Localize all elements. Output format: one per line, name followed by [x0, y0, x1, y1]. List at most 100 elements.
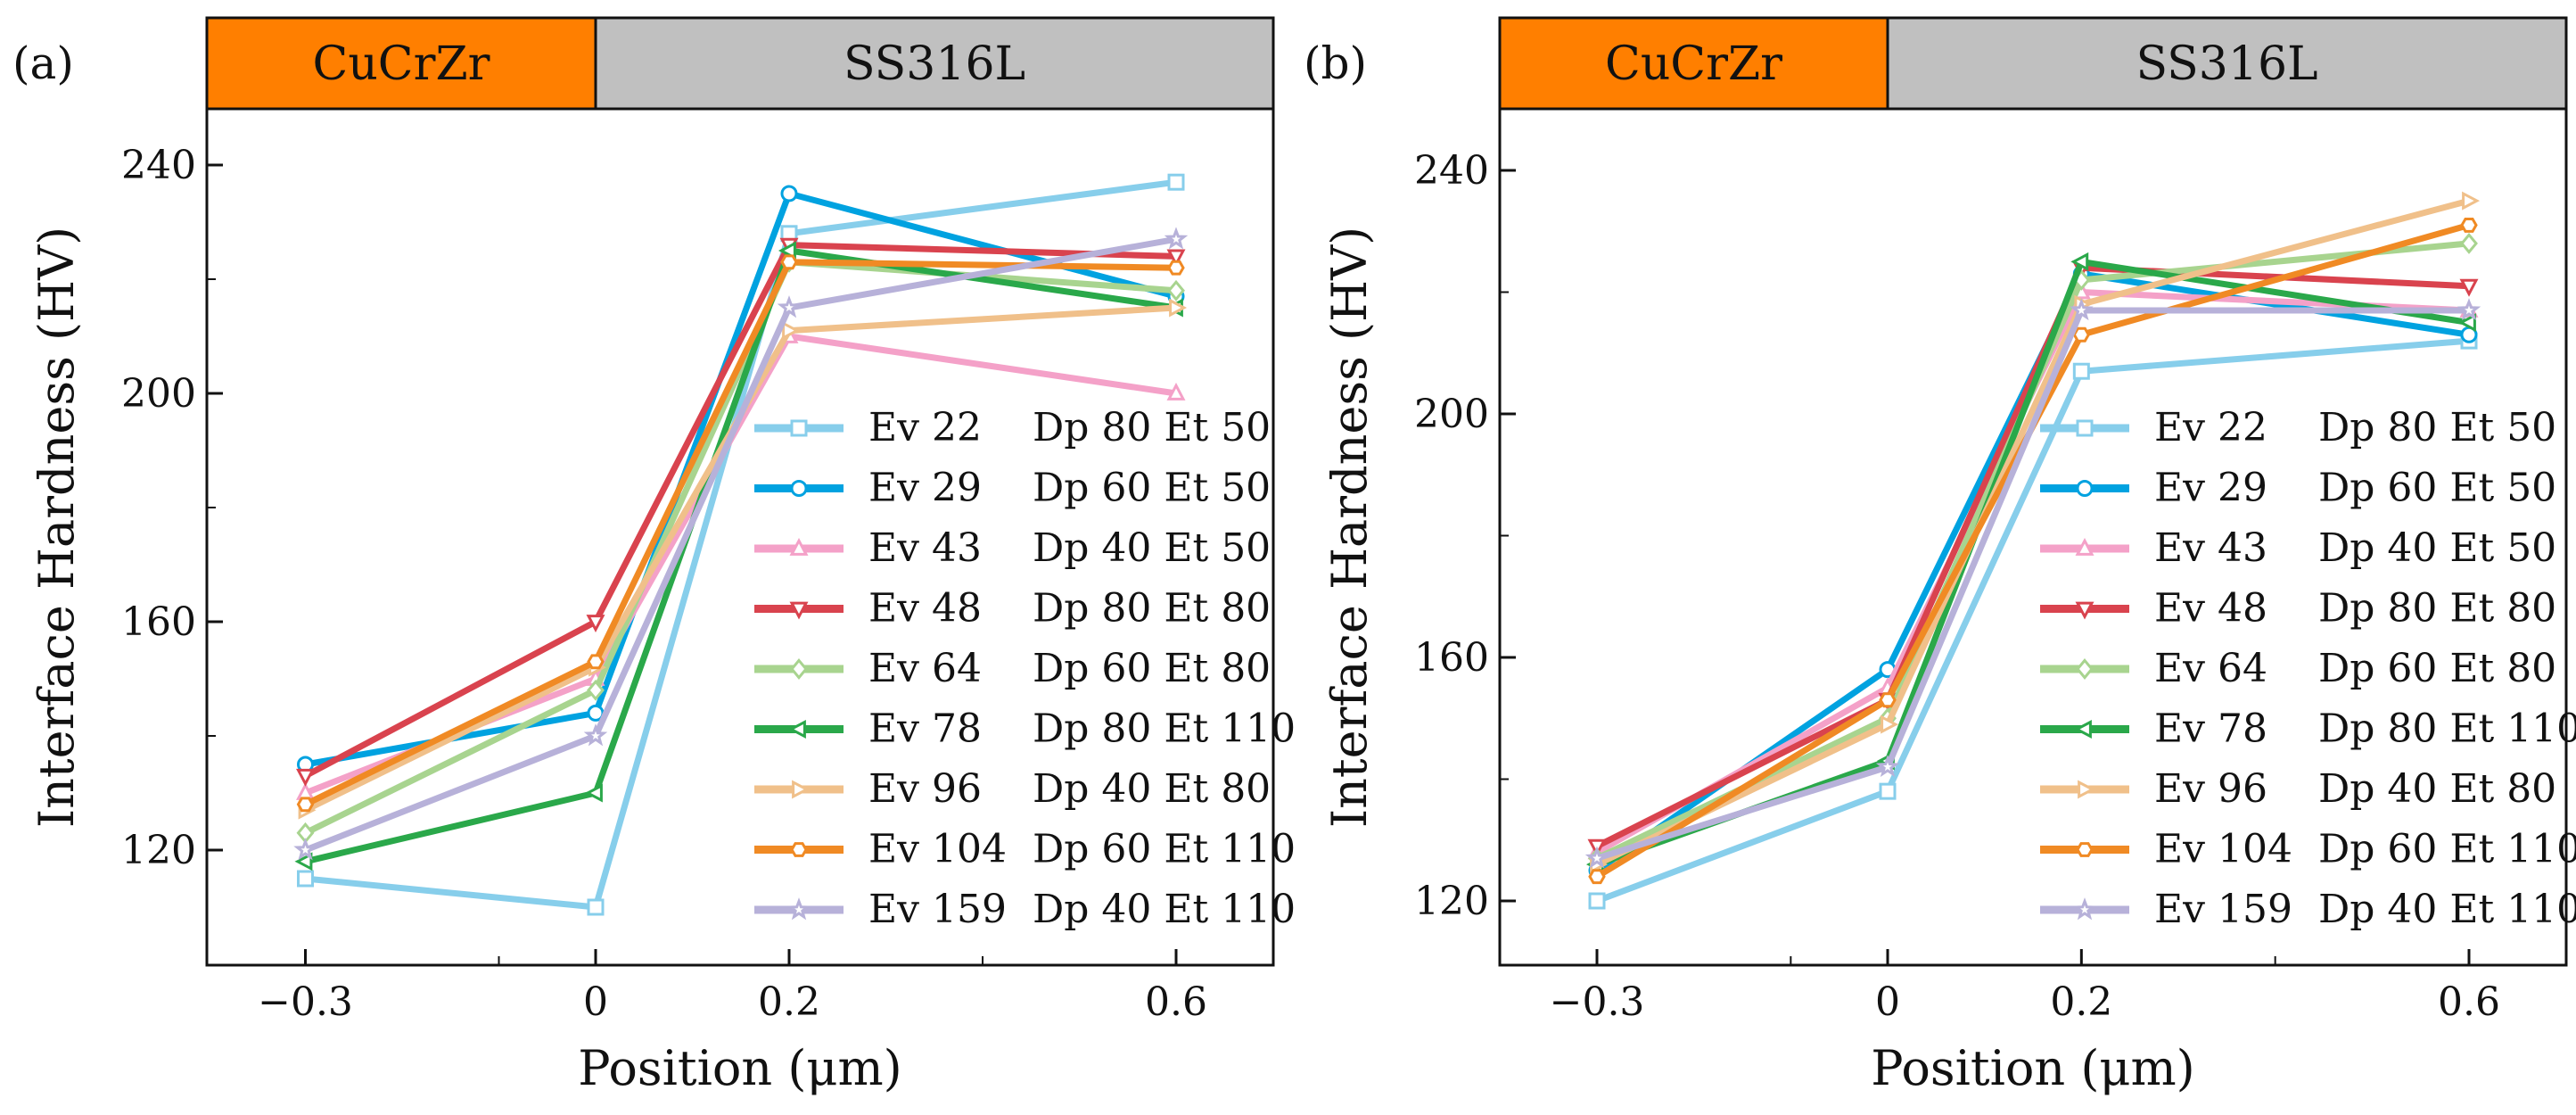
- data-point: [1875, 755, 1900, 778]
- data-point: [1584, 846, 1609, 869]
- legend-item: Ev 29 Dp 60 Et 50: [754, 466, 1271, 511]
- series-ev-159: [293, 227, 1189, 861]
- legend-marker: [2076, 842, 2094, 857]
- chart-panel-a: CuCrZr SS316L (a) 120 160 200 240 −0.3 0 0.2 0.6 Po…: [12, 16, 1296, 1096]
- legend-item: Ev 159 Dp 40 Et 110: [2040, 887, 2576, 932]
- x-tick-label: 0.2: [758, 979, 820, 1025]
- legend-item: Ev 78 Dp 80 Et 110: [2040, 706, 2576, 752]
- y-tick-label: 120: [121, 828, 196, 873]
- legend-marker: [786, 897, 811, 921]
- data-point: [2460, 218, 2478, 233]
- cucrzr-label: CuCrZr: [1605, 37, 1782, 91]
- data-point: [584, 783, 603, 803]
- x-tick-label: 0: [1875, 979, 1900, 1025]
- legend-marker: [792, 780, 811, 799]
- data-point: [780, 185, 798, 202]
- legend: Ev 22 Dp 80 Et 50 Ev 29 Dp 60 Et 50 Ev 43 Dp …: [754, 405, 1296, 932]
- y-tick-label: 200: [121, 371, 196, 417]
- legend-marker: [787, 720, 806, 739]
- legend-item: Ev 104 Dp 60 Et 110: [2040, 827, 2576, 872]
- x-axis-title: Position (μm): [578, 1040, 902, 1096]
- data-point: [780, 254, 798, 270]
- data-point: [1588, 869, 1606, 885]
- data-point: [294, 852, 313, 871]
- data-point: [2070, 298, 2094, 321]
- legend-marker: [2073, 720, 2092, 739]
- legend-series-params: Dp 80 Et 110: [2318, 706, 2576, 752]
- data-point: [2459, 278, 2479, 297]
- legend-series-params: Dp 80 Et 80: [1033, 586, 1271, 632]
- legend-item: Ev 22 Dp 80 Et 50: [2040, 405, 2556, 450]
- series-ev-104: [296, 254, 1185, 813]
- legend-series-name: Ev 48: [868, 586, 982, 632]
- data-point: [1164, 227, 1189, 250]
- x-tick-label: 0.6: [2438, 979, 2500, 1025]
- legend-item: Ev 78 Dp 80 Et 110: [754, 706, 1296, 752]
- series-line: [304, 235, 1177, 854]
- legend-marker: [2075, 601, 2095, 620]
- data-point: [296, 797, 315, 813]
- series-line: [303, 242, 1177, 779]
- data-point: [293, 838, 317, 861]
- legend-marker: [2078, 780, 2096, 799]
- x-tick-label: −0.3: [1550, 979, 1645, 1025]
- ss316l-band: [1888, 18, 2566, 109]
- plot-frame: [205, 16, 1275, 967]
- legend-marker: [790, 658, 808, 680]
- series-ev-159: [1584, 298, 2481, 869]
- data-point: [1167, 279, 1185, 301]
- legend-series-name: Ev 78: [868, 706, 982, 752]
- series-line: [1595, 307, 2469, 862]
- data-point: [777, 295, 802, 318]
- legend-series-params: Dp 60 Et 110: [1033, 827, 1296, 872]
- legend-series-params: Dp 40 Et 80: [1033, 766, 1271, 812]
- legend-series-name: Ev 48: [2154, 586, 2267, 632]
- legend-series-name: Ev 22: [2154, 405, 2267, 450]
- data-point: [2072, 326, 2091, 343]
- legend-series-name: Ev 64: [868, 646, 982, 691]
- legend-series-name: Ev 43: [2154, 525, 2267, 571]
- data-point: [1879, 782, 1897, 800]
- panel-label: (b): [1304, 37, 1367, 89]
- legend-marker: [790, 419, 808, 437]
- series-line: [1595, 222, 2470, 880]
- data-point: [778, 241, 796, 260]
- legend-series-params: Dp 60 Et 80: [1033, 646, 1271, 691]
- series-ev-22: [297, 173, 1185, 916]
- legend-item: Ev 159 Dp 40 Et 110: [754, 887, 1296, 932]
- cucrzr-band: [1500, 18, 1888, 109]
- legend-marker: [2075, 537, 2095, 556]
- x-tick-label: −0.3: [258, 979, 353, 1025]
- legend-series-params: Dp 80 Et 110: [1033, 706, 1296, 752]
- data-point: [1588, 892, 1606, 910]
- legend-item: Ev 43 Dp 40 Et 50: [2040, 525, 2556, 571]
- data-point: [2460, 232, 2478, 254]
- cucrzr-band: [207, 18, 596, 109]
- legend-item: Ev 48 Dp 80 Et 80: [2040, 586, 2556, 632]
- legend-series-params: Dp 40 Et 80: [2318, 766, 2556, 812]
- data-point: [1169, 298, 1188, 318]
- data-point: [1166, 249, 1186, 268]
- legend-series-params: Dp 60 Et 80: [2318, 646, 2556, 691]
- y-tick-label: 240: [121, 143, 196, 188]
- legend-series-params: Dp 60 Et 50: [2318, 466, 2556, 511]
- x-tick-label: 0.2: [2050, 979, 2112, 1025]
- y-tick-label: 200: [1414, 392, 1489, 437]
- legend-series-name: Ev 159: [868, 887, 1007, 932]
- y-tick-label: 120: [1414, 879, 1489, 924]
- data-point: [2070, 252, 2089, 271]
- legend-marker: [789, 601, 809, 620]
- legend-series-name: Ev 64: [2154, 646, 2267, 691]
- plot-frame: [1498, 16, 2568, 967]
- data-point: [1881, 714, 1899, 734]
- series-line: [305, 178, 1177, 911]
- y-tick-label: 160: [1414, 635, 1489, 681]
- ss316l-label: SS316L: [2136, 37, 2317, 91]
- x-tick-label: 0.6: [1145, 979, 1207, 1025]
- data-point: [782, 321, 801, 341]
- legend-series-name: Ev 29: [868, 466, 982, 511]
- ss316l-band: [596, 18, 1273, 109]
- legend-marker: [2076, 658, 2094, 680]
- data-point: [1167, 260, 1185, 276]
